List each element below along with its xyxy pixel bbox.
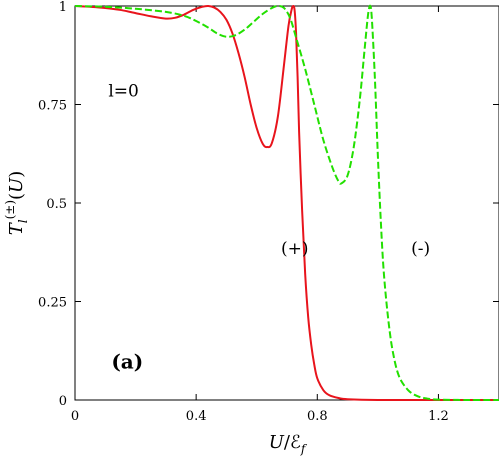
x-tick-label: 1.2 — [428, 409, 449, 424]
annotation-3: (a) — [111, 349, 143, 373]
x-axis-label: U/ℰf — [269, 432, 308, 456]
y-axis-label: Tl(±)(U) — [3, 171, 30, 236]
x-tick-label: 0.4 — [186, 409, 207, 424]
annotation-0: l=0 — [108, 82, 139, 102]
axis-ticks: 0 0.4 0.8 1.2 0 0.25 0.5 0.75 1 — [38, 0, 499, 424]
y-tick-label: 0 — [59, 394, 67, 409]
series-line-minus — [74, 4, 499, 402]
x-tick-label: 0.8 — [307, 409, 328, 424]
series-line-plus — [74, 4, 499, 402]
series-layer — [74, 4, 499, 402]
y-tick-label: 0.5 — [46, 197, 67, 212]
annotations: l=0 (+) (-) (a) — [108, 82, 430, 374]
annotation-2: (-) — [411, 239, 430, 259]
annotation-1: (+) — [281, 239, 309, 259]
y-tick-label: 0.75 — [38, 99, 67, 114]
x-tick-label: 0 — [71, 409, 79, 424]
plot-frame — [74, 5, 499, 401]
y-tick-label: 0.25 — [38, 296, 67, 311]
y-tick-label: 1 — [59, 0, 67, 15]
